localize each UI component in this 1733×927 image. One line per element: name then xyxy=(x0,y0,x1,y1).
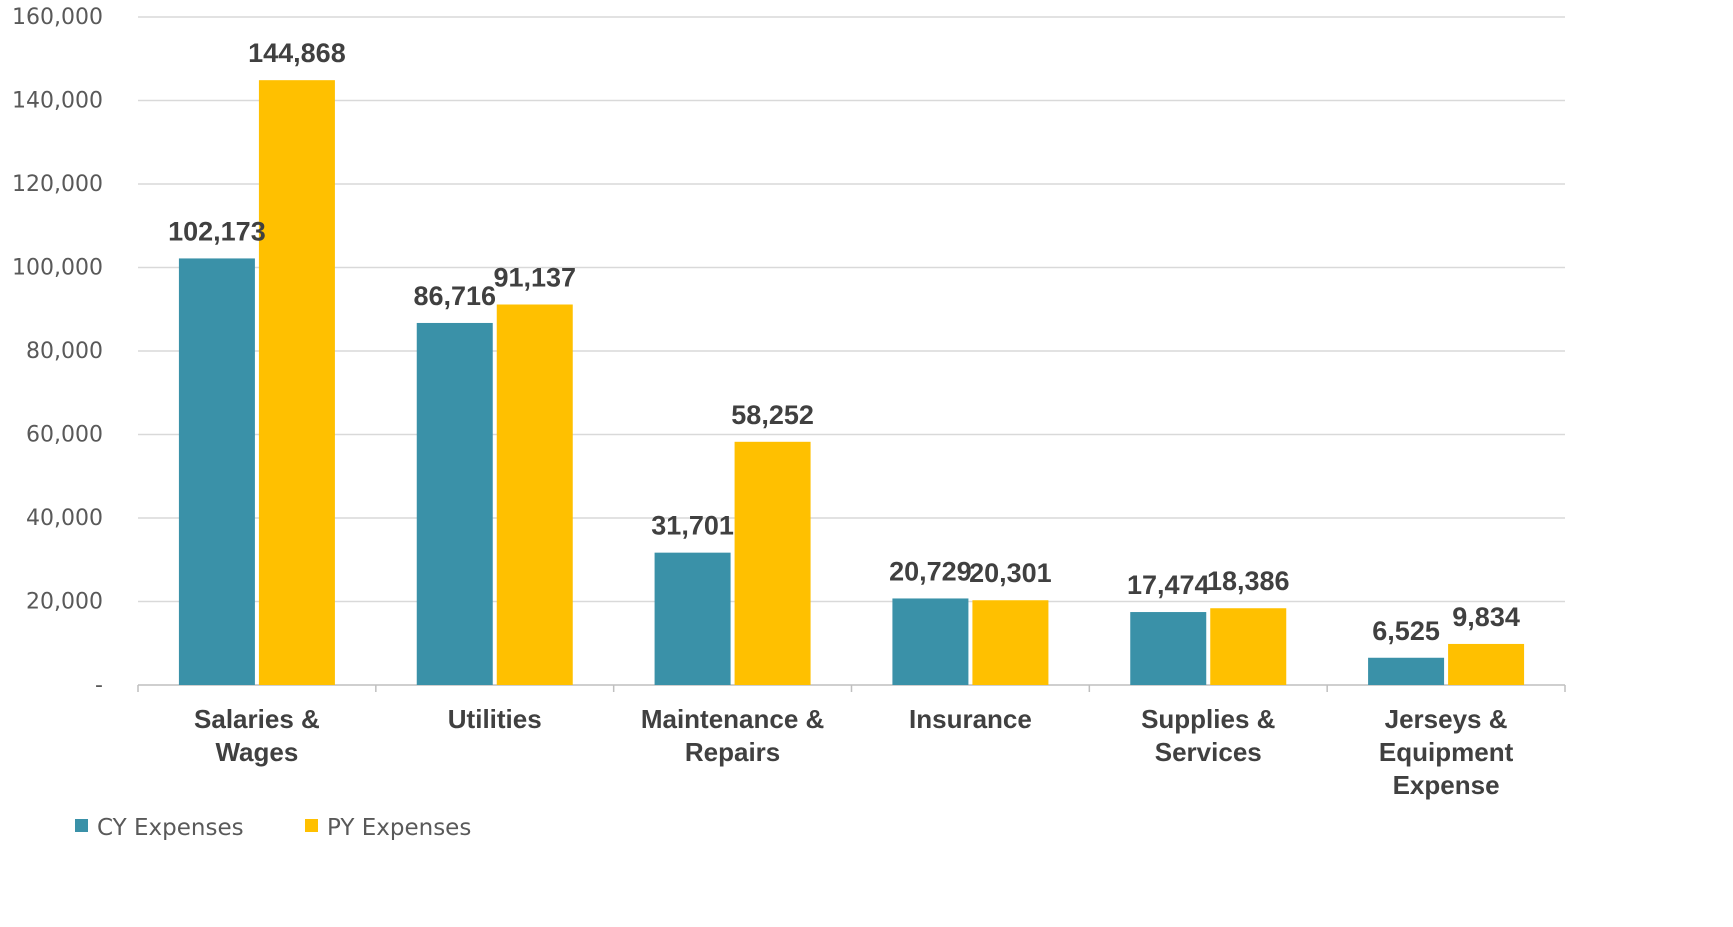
y-tick-label: 40,000 xyxy=(26,506,103,531)
y-axis-tick-labels: - 20,000 40,000 60,000 80,000 100,000 120,000 1… xyxy=(12,5,103,698)
bar-py xyxy=(1448,643,1525,685)
y-tick-label: 160,000 xyxy=(12,5,103,30)
category-label: Maintenance & xyxy=(641,704,825,734)
category-label: Equipment xyxy=(1379,737,1514,767)
x-axis xyxy=(137,684,1566,692)
category-label: Insurance xyxy=(909,704,1032,734)
bar-cy xyxy=(892,598,969,685)
bar-py xyxy=(258,80,335,686)
legend-label: CY Expenses xyxy=(97,815,244,841)
data-label: 20,301 xyxy=(969,558,1052,588)
bar-cy xyxy=(654,552,731,685)
data-label: 102,173 xyxy=(168,216,266,246)
data-label: 6,525 xyxy=(1372,616,1440,646)
y-tick-label: 100,000 xyxy=(12,256,103,281)
category-label: Jerseys & xyxy=(1385,704,1508,734)
data-label: 9,834 xyxy=(1452,602,1520,632)
legend-swatch xyxy=(305,819,318,832)
data-label: 17,474 xyxy=(1127,570,1210,600)
category-label: Expense xyxy=(1393,770,1500,800)
y-tick-label: 120,000 xyxy=(12,172,103,197)
data-label: 58,252 xyxy=(731,400,814,430)
bar-py xyxy=(496,304,573,685)
bar-py xyxy=(734,441,811,685)
data-label: 144,868 xyxy=(248,38,346,68)
category-label: Salaries & xyxy=(194,704,320,734)
category-label: Repairs xyxy=(685,737,780,767)
legend-swatch xyxy=(75,819,88,832)
data-label: 20,729 xyxy=(889,556,972,586)
y-tick-label: 80,000 xyxy=(26,339,103,364)
bar-py xyxy=(972,600,1049,685)
bar-cy xyxy=(178,258,255,685)
data-label: 31,701 xyxy=(651,511,734,541)
y-tick-label: 140,000 xyxy=(12,89,103,114)
bar-py xyxy=(1210,608,1287,685)
data-label: 86,716 xyxy=(413,281,496,311)
bar-cy xyxy=(1130,612,1207,685)
y-tick-label: 60,000 xyxy=(26,423,103,448)
gridlines xyxy=(138,16,1565,603)
y-tick-label: - xyxy=(95,673,103,698)
data-label: 18,386 xyxy=(1207,566,1290,596)
category-label: Services xyxy=(1155,737,1262,767)
category-label: Wages xyxy=(215,737,298,767)
bars xyxy=(178,80,1525,686)
legend: CY Expenses PY Expenses xyxy=(75,815,471,841)
legend-label: PY Expenses xyxy=(327,815,471,841)
category-labels: Salaries &Wages Utilities Maintenance &Rep… xyxy=(194,704,1514,800)
y-tick-label: 20,000 xyxy=(26,590,103,615)
data-label: 91,137 xyxy=(493,263,576,293)
category-label: Supplies & xyxy=(1141,704,1275,734)
bar-cy xyxy=(1368,657,1445,685)
category-label: Utilities xyxy=(448,704,542,734)
bar-cy xyxy=(416,322,493,685)
